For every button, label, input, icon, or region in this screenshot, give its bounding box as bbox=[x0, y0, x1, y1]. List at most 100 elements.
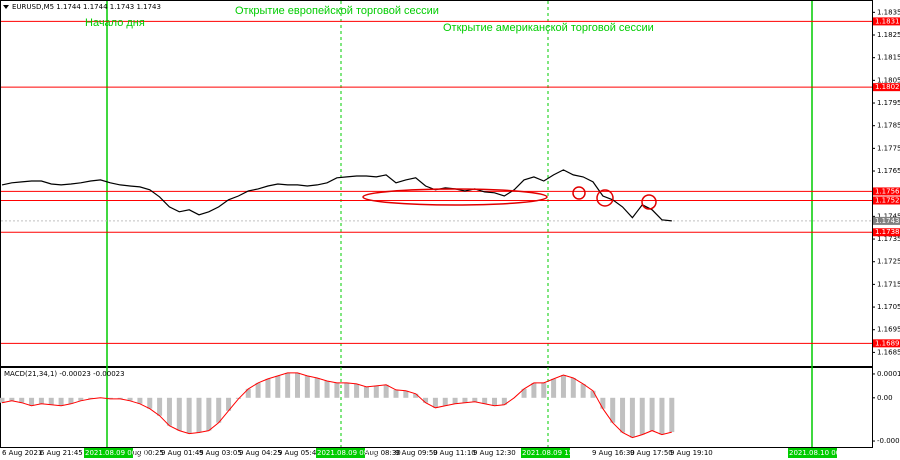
macd-bar bbox=[117, 397, 123, 399]
macd-bar bbox=[107, 397, 113, 399]
macd-bar bbox=[600, 397, 606, 409]
macd-bar bbox=[521, 388, 527, 398]
macd-bar bbox=[285, 372, 291, 398]
macd-bar bbox=[383, 384, 389, 398]
level-label: 1.1802 bbox=[875, 83, 900, 91]
macd-bar bbox=[472, 397, 478, 402]
macd-bar bbox=[629, 397, 635, 438]
x-tick-label: 9 Aug 09:50 bbox=[395, 449, 438, 457]
level-label-bg bbox=[873, 83, 900, 92]
y-tick-label: 1.1815 bbox=[877, 54, 900, 62]
highlight-ellipse bbox=[362, 188, 548, 206]
signal-line bbox=[1, 372, 672, 439]
macd-bar bbox=[295, 372, 300, 398]
y-tick-label: 1.1695 bbox=[877, 326, 900, 334]
y-tick-label: 0.00016 bbox=[877, 370, 900, 378]
macd-bar bbox=[492, 397, 497, 406]
level-label: 1.1831 bbox=[875, 17, 900, 25]
session-label-bg bbox=[788, 448, 837, 458]
macd-bar bbox=[245, 388, 251, 398]
level-label-bg bbox=[873, 196, 900, 205]
y-tick-label: 1.1705 bbox=[877, 303, 900, 311]
x-tick-label: 9 Aug 04:25 bbox=[239, 449, 282, 457]
macd-bar bbox=[9, 397, 15, 401]
y-tick-label: 1.1825 bbox=[877, 31, 900, 39]
macd-bar bbox=[147, 397, 153, 409]
macd-bar bbox=[639, 397, 645, 435]
y-tick-label: -0.00029 bbox=[877, 437, 900, 445]
chart-title: EURUSD,M5 1.1744 1.1744 1.1743 1.1743 bbox=[12, 3, 161, 11]
x-tick-label: 9 Aug 19:10 bbox=[670, 449, 713, 457]
x-tick-label: 9 Aug 12:30 bbox=[473, 449, 516, 457]
x-tick-label: 9 Aug 16:30 bbox=[592, 449, 635, 457]
macd-bar bbox=[137, 397, 143, 404]
x-tick-label: 9 Aug 03:05 bbox=[199, 449, 242, 457]
y-tick-label: 1.1795 bbox=[877, 99, 900, 107]
y-tick-label: 1.1805 bbox=[877, 76, 900, 84]
macd-bar bbox=[0, 397, 5, 403]
macd-bar bbox=[29, 397, 35, 406]
annotation: Открытие европейской торговой сессии bbox=[235, 5, 439, 17]
macd-bar bbox=[413, 393, 419, 398]
macd-bar bbox=[452, 397, 458, 404]
y-tick-label: 1.1745 bbox=[877, 212, 900, 220]
macd-bar bbox=[78, 397, 84, 401]
macd-title: MACD(21,34,1) -0.00023 -0.00023 bbox=[4, 370, 125, 378]
macd-bar bbox=[560, 375, 566, 398]
macd-bar bbox=[186, 397, 192, 434]
x-tick-label: 6 Aug 2021 bbox=[2, 449, 42, 457]
session-label-bg bbox=[84, 448, 133, 458]
level-label-bg bbox=[873, 228, 900, 237]
macd-bar bbox=[669, 397, 675, 433]
macd-bar bbox=[304, 375, 310, 398]
x-tick-label: 9 Aug 00:25 bbox=[121, 449, 164, 457]
y-tick-label: 1.1775 bbox=[877, 144, 900, 152]
macd-bar bbox=[275, 375, 281, 398]
session-label-bg bbox=[521, 448, 570, 458]
session-label: 2021.08.10 00:00 bbox=[789, 449, 851, 457]
macd-bar bbox=[206, 397, 212, 431]
current-price-bg bbox=[873, 216, 900, 225]
highlight-circle bbox=[596, 189, 614, 207]
macd-bar bbox=[541, 382, 547, 398]
macd-bar bbox=[403, 390, 409, 398]
macd-bar bbox=[363, 386, 369, 398]
session-label: 2021.08.09 08:00 bbox=[317, 449, 379, 457]
y-tick-label: 1.1785 bbox=[877, 122, 900, 130]
macd-bar bbox=[157, 397, 163, 416]
macd-bar bbox=[38, 397, 44, 404]
macd-bar bbox=[659, 397, 665, 435]
macd-bar bbox=[442, 397, 448, 406]
level-label: 1.1756 bbox=[875, 187, 900, 195]
x-tick-label: 9 Aug 05:45 bbox=[278, 449, 321, 457]
macd-bar bbox=[88, 397, 94, 399]
macd-bar bbox=[265, 378, 271, 398]
y-tick-label: 1.1735 bbox=[877, 235, 900, 243]
macd-bar bbox=[610, 397, 616, 423]
highlight-circle bbox=[641, 194, 657, 210]
macd-bar bbox=[324, 380, 330, 398]
x-tick-label: 9 Aug 17:50 bbox=[630, 449, 673, 457]
macd-bar bbox=[423, 397, 429, 403]
macd-bar bbox=[166, 397, 172, 426]
annotation: Открытие американской торговой сессии bbox=[443, 22, 654, 34]
level-label-bg bbox=[873, 187, 900, 196]
x-tick-label: 9 Aug 11:10 bbox=[433, 449, 476, 457]
macd-bar bbox=[344, 382, 350, 398]
x-tick-label: 9 Aug 08:30 bbox=[358, 449, 401, 457]
macd-bar bbox=[570, 377, 576, 398]
highlight-circle bbox=[572, 186, 586, 200]
y-tick-label: 1.1685 bbox=[877, 348, 900, 356]
macd-bar bbox=[216, 397, 222, 423]
macd-bar bbox=[314, 377, 320, 398]
macd-bar bbox=[393, 389, 399, 398]
macd-bar bbox=[580, 383, 586, 398]
macd-bar bbox=[531, 382, 537, 398]
level-label: 1.1689 bbox=[875, 339, 900, 347]
session-label: 2021.08.09 15:00 bbox=[522, 449, 584, 457]
macd-bar bbox=[551, 378, 557, 398]
current-price-label: 1.1743 bbox=[875, 217, 900, 225]
y-tick-label: 1.1835 bbox=[877, 8, 900, 16]
x-tick-label: 9 Aug 01:45 bbox=[161, 449, 204, 457]
